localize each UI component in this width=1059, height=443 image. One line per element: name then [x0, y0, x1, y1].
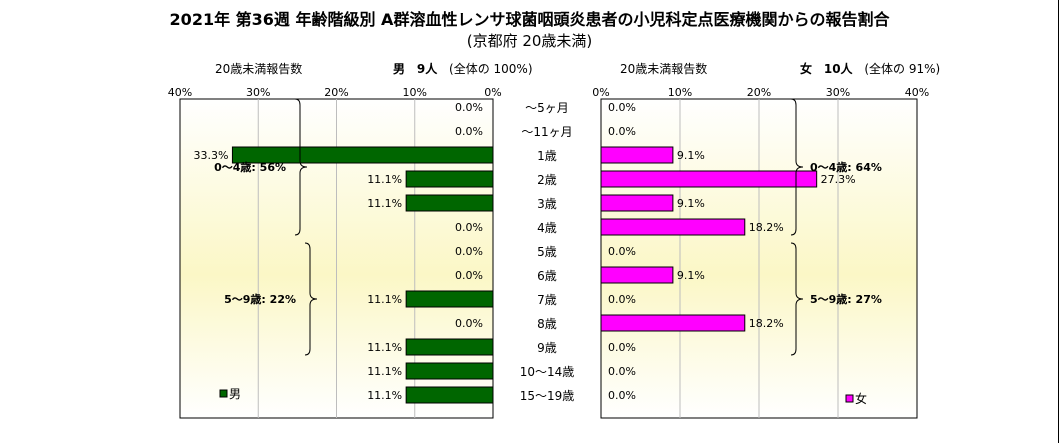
female-tick-label: 30%: [826, 86, 850, 99]
category-label: 4歳: [537, 221, 557, 235]
category-label: 9歳: [537, 341, 557, 355]
male-data-label: 0.0%: [455, 221, 483, 234]
male-bar: [405, 290, 494, 308]
male-data-label: 0.0%: [455, 101, 483, 114]
male-data-label: 11.1%: [367, 341, 402, 354]
female-age-bracket: [790, 98, 804, 236]
male-tick-label: 20%: [324, 86, 348, 99]
female-bar: [600, 218, 746, 236]
male-data-label: 11.1%: [367, 389, 402, 402]
female-bracket-label: 0～4歳: 64%: [810, 160, 882, 174]
male-tick-label: 30%: [246, 86, 270, 99]
male-bar: [405, 170, 494, 188]
category-label: 15～19歳: [520, 389, 575, 403]
female-report-label: 20歳未満報告数: [620, 62, 708, 76]
male-tick-label: 40%: [168, 86, 192, 99]
male-data-label: 11.1%: [367, 197, 402, 210]
chart-subtitle: (京都府 20歳未満): [466, 32, 593, 50]
female-bar: [600, 146, 674, 164]
male-data-label: 11.1%: [367, 293, 402, 306]
female-tick-label: 0%: [592, 86, 609, 99]
male-share: (全体の 100%): [449, 62, 533, 76]
female-bracket-label: 5～9歳: 27%: [810, 292, 882, 306]
female-data-label: 0.0%: [608, 365, 636, 378]
category-label: 7歳: [537, 293, 557, 307]
female-data-label: 0.0%: [608, 245, 636, 258]
male-data-label: 0.0%: [455, 269, 483, 282]
male-data-label: 11.1%: [367, 173, 402, 186]
category-label: 3歳: [537, 197, 557, 211]
female-data-label: 0.0%: [608, 101, 636, 114]
female-data-label: 18.2%: [749, 317, 784, 330]
male-legend-swatch: [219, 389, 228, 398]
male-bar: [231, 146, 494, 164]
male-age-bracket: [304, 242, 318, 356]
chart-title: 2021年 第36週 年齢階級別 A群溶血性レンサ球菌咽頭炎患者の小児科定点医療…: [169, 10, 890, 29]
male-bracket-label: 0～4歳: 56%: [214, 160, 286, 174]
female-bar: [600, 314, 746, 332]
male-count-header: 男 9人 (全体の 100%): [393, 60, 533, 77]
female-legend-label: 女: [855, 391, 867, 406]
category-label: 2歳: [537, 173, 557, 187]
male-age-bracket: [294, 98, 308, 236]
female-tick-label: 20%: [747, 86, 771, 99]
female-tick-label: 10%: [668, 86, 692, 99]
female-tick-label: 40%: [905, 86, 929, 99]
male-data-label: 0.0%: [455, 317, 483, 330]
category-label: ～5ヶ月: [525, 101, 569, 115]
female-bar: [600, 194, 674, 212]
male-count: 9人: [416, 62, 438, 76]
female-data-label: 27.3%: [821, 173, 856, 186]
female-legend-swatch: [845, 394, 854, 403]
male-bar: [405, 362, 494, 380]
female-count: 10人: [823, 62, 853, 76]
male-report-label: 20歳未満報告数: [215, 62, 303, 76]
male-sex-label: 男: [393, 62, 406, 76]
category-label: ～11ヶ月: [521, 125, 572, 139]
female-data-label: 0.0%: [608, 293, 636, 306]
category-label: 1歳: [537, 149, 557, 163]
female-data-label: 0.0%: [608, 125, 636, 138]
male-bar: [405, 194, 494, 212]
female-data-label: 18.2%: [749, 221, 784, 234]
female-count-header: 女 10人 (全体の 91%): [800, 60, 940, 77]
female-data-label: 0.0%: [608, 389, 636, 402]
female-data-label: 9.1%: [677, 269, 705, 282]
male-data-label: 0.0%: [455, 245, 483, 258]
category-label: 10～14歳: [520, 365, 575, 379]
female-data-label: 0.0%: [608, 341, 636, 354]
male-tick-label: 10%: [403, 86, 427, 99]
female-share: (全体の 91%): [864, 62, 941, 76]
female-sex-label: 女: [800, 62, 813, 76]
male-bracket-label: 5～9歳: 22%: [224, 292, 296, 306]
female-data-label: 9.1%: [677, 149, 705, 162]
category-label: 6歳: [537, 269, 557, 283]
category-label: 8歳: [537, 317, 557, 331]
male-bar: [405, 386, 494, 404]
male-data-label: 11.1%: [367, 365, 402, 378]
female-data-label: 9.1%: [677, 197, 705, 210]
female-bar: [600, 266, 674, 284]
male-legend-label: 男: [229, 387, 241, 401]
male-data-label: 33.3%: [193, 149, 228, 162]
male-bar: [405, 338, 494, 356]
category-label: 5歳: [537, 245, 557, 259]
male-data-label: 0.0%: [455, 125, 483, 138]
female-bar: [600, 170, 818, 188]
female-age-bracket: [790, 242, 804, 356]
male-tick-label: 0%: [484, 86, 501, 99]
